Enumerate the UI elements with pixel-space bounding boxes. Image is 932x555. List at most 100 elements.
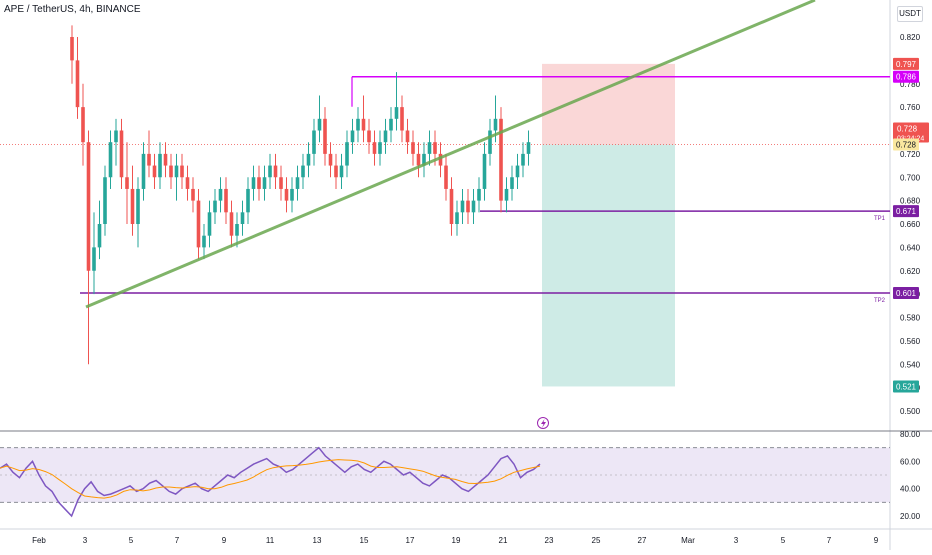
candle [163,142,168,178]
date-tick-label: 15 [360,536,369,545]
candle-body [114,130,118,143]
candle [257,165,261,201]
candle [438,142,443,178]
price-tick-label: 0.640 [900,243,921,252]
price-tick-label: 0.700 [900,173,921,182]
candle-body [526,142,531,154]
date-tick-label: 25 [592,536,601,545]
candle [466,188,470,224]
flash-event-icon [537,417,549,429]
candle-body [257,177,261,189]
rsi-tick-label: 40.00 [900,485,921,494]
resistance-price-badge-bg [893,70,919,83]
candle-body [180,165,184,178]
candle-body [207,212,212,236]
candle-body [367,130,371,143]
last-close-badge-text: 0.728 [896,141,917,150]
candle [394,72,399,131]
candle [339,153,344,189]
date-tick-label: 23 [545,536,554,545]
candle [521,142,525,178]
candle [372,130,377,166]
price-tick-label: 0.820 [900,33,921,42]
candle-body [460,200,465,213]
candle-body [75,60,80,108]
rsi-ma-line [0,459,541,499]
candle-body [306,153,311,166]
candle [125,142,129,224]
candle-body [416,153,421,166]
candle [81,83,85,166]
candle-body [405,130,410,143]
candle [229,200,234,248]
candle [405,118,410,154]
candle [174,153,179,201]
stop-loss-zone [542,63,675,145]
tp2-price-badge: 0.601 [893,286,919,299]
date-tick-label: Mar [681,536,695,545]
candle-body [433,142,437,154]
candle [312,118,316,166]
candle [510,165,514,201]
candle [268,153,272,189]
date-tick-label: 11 [266,536,275,545]
candle-body [422,153,426,166]
date-tick-label: Feb [32,536,46,545]
candle-body [345,142,349,166]
candle [350,118,355,154]
candle [400,95,404,143]
candle [449,177,454,236]
candle-body [103,177,107,224]
candle [130,165,135,236]
candle-body [317,118,322,131]
candle-body [323,118,327,154]
candle-body [389,118,393,131]
candle-body [268,165,272,178]
ascending-trendline [85,0,816,309]
candle-body [251,177,256,189]
candle-body [246,188,250,213]
candle-body [515,165,520,178]
target-price-badge-text: 0.521 [896,382,917,391]
candle-body [510,177,514,189]
price-tick-label: 0.720 [900,150,921,159]
candle [301,153,305,189]
candle-body [400,107,404,131]
date-tick-label: 17 [406,536,415,545]
current-price-badge-bg [893,122,929,143]
candle [152,153,157,189]
stop-price-badge-bg [893,57,919,70]
candle-body [488,130,492,154]
candle-body [361,118,366,131]
candle [422,142,426,178]
candle [499,107,503,213]
candle-body [185,177,190,189]
take-profit-zone [542,144,675,387]
candle [158,142,162,189]
candle [218,177,223,213]
candle-body [224,188,228,213]
candle [295,165,300,201]
candle [75,37,80,119]
resistance-price-badge-text: 0.786 [896,73,917,82]
candle-body [158,153,162,178]
rsi-tick-label: 20.00 [900,512,921,521]
candle [180,153,184,189]
date-tick-label: 5 [129,536,134,545]
candle-body [108,142,113,178]
stop-price-badge: 0.797 [893,57,919,70]
date-tick-label: 21 [499,536,508,545]
candle-body [191,188,195,201]
candle-body [521,153,525,166]
date-tick-label: 27 [638,536,647,545]
candle-body [499,118,503,201]
currency-badge[interactable]: USDT [897,6,923,22]
price-tick-label: 0.540 [900,360,921,369]
candle [323,107,327,166]
candle-body [466,200,470,213]
candle [306,142,311,178]
candle-body [163,153,168,166]
candle-body [438,153,443,166]
candle-body [70,37,74,61]
